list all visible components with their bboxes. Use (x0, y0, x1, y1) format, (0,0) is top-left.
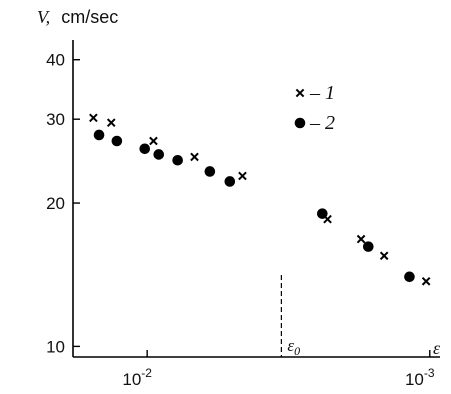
x-axis-label: ε (433, 338, 441, 358)
data-point-series-2 (111, 135, 123, 147)
x-marker-stroke (421, 276, 431, 286)
x-axis-ticks: 10-2 10-3 (122, 350, 435, 389)
data-point-series-1 (238, 171, 247, 181)
y-axis-label: V, cm/sec (37, 7, 118, 27)
x-marker-stroke (149, 136, 158, 146)
data-point-series-1 (89, 113, 98, 123)
x-marker-stroke (89, 113, 98, 123)
data-point-series-1 (190, 152, 199, 162)
data-point-series-1 (379, 251, 389, 261)
data-point-series-2 (172, 154, 183, 166)
data-point-series-2 (404, 271, 415, 283)
data-point-series-2 (363, 241, 374, 252)
x-marker-stroke (295, 88, 305, 98)
data-point-series-1 (421, 276, 431, 286)
data-point-series-2 (317, 208, 328, 219)
y-tick-label: 30 (46, 110, 65, 129)
threshold-marker: ε0 (280, 275, 300, 358)
data-point-series-1 (149, 136, 158, 146)
x-tick-label: 10-3 (405, 366, 435, 389)
data-point-series-2 (139, 143, 151, 155)
x-marker-stroke (190, 152, 199, 162)
data-point-series-1 (106, 118, 116, 127)
legend: – 1– 2 (294, 82, 335, 134)
data-point-series-2 (224, 176, 236, 187)
threshold-label: ε0 (287, 336, 300, 358)
x-marker-stroke (356, 234, 366, 244)
y-tick-label: 10 (46, 337, 65, 356)
x-marker-stroke (106, 118, 116, 127)
data-point-series-2 (204, 166, 216, 177)
data-points (89, 113, 431, 286)
y-axis-symbol: V, (37, 7, 50, 27)
x-marker-stroke (379, 251, 389, 261)
data-point-series-2 (153, 149, 165, 160)
data-point-series-2 (93, 129, 105, 141)
legend-label: – 1 (309, 82, 335, 104)
legend-marker-circle (294, 117, 306, 129)
y-axis-ticks: 10 20 30 40 (46, 51, 80, 356)
y-tick-label: 40 (46, 51, 65, 70)
y-tick-label: 20 (46, 194, 65, 213)
x-marker-stroke (238, 171, 247, 181)
x-tick-label: 10-2 (122, 366, 152, 389)
y-axis-unit: cm/sec (61, 7, 118, 27)
legend-marker-x (295, 88, 305, 98)
legend-label: – 2 (309, 112, 335, 134)
x-marker-stroke (323, 214, 332, 224)
data-point-series-1 (356, 234, 366, 244)
